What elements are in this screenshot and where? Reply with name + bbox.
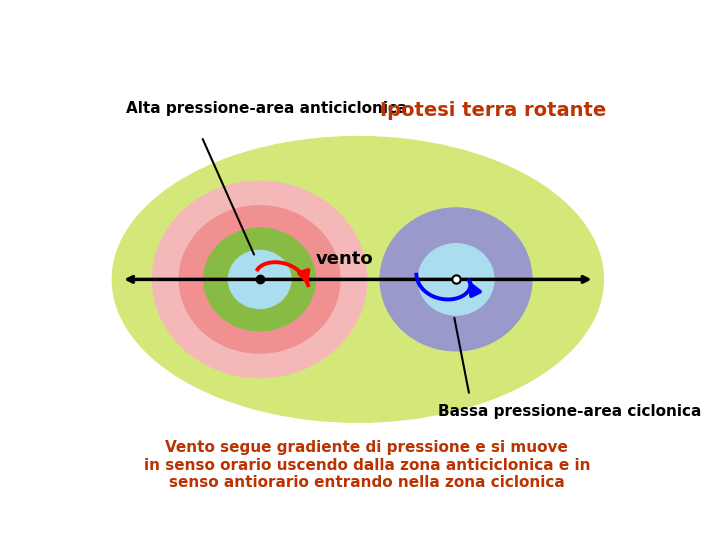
Text: vento: vento <box>315 250 373 268</box>
Ellipse shape <box>228 251 291 308</box>
Ellipse shape <box>153 181 366 377</box>
Ellipse shape <box>204 228 315 330</box>
Text: Ipotesi terra rotante: Ipotesi terra rotante <box>380 101 606 120</box>
Ellipse shape <box>179 206 340 353</box>
Text: Bassa pressione-area ciclonica: Bassa pressione-area ciclonica <box>438 404 701 420</box>
Text: Vento segue gradiente di pressione e si muove
in senso orario uscendo dalla zona: Vento segue gradiente di pressione e si … <box>143 440 590 490</box>
Ellipse shape <box>418 244 494 315</box>
Ellipse shape <box>112 137 603 422</box>
Ellipse shape <box>380 208 532 351</box>
Text: Alta pressione-area anticiclonica: Alta pressione-area anticiclonica <box>126 101 407 116</box>
